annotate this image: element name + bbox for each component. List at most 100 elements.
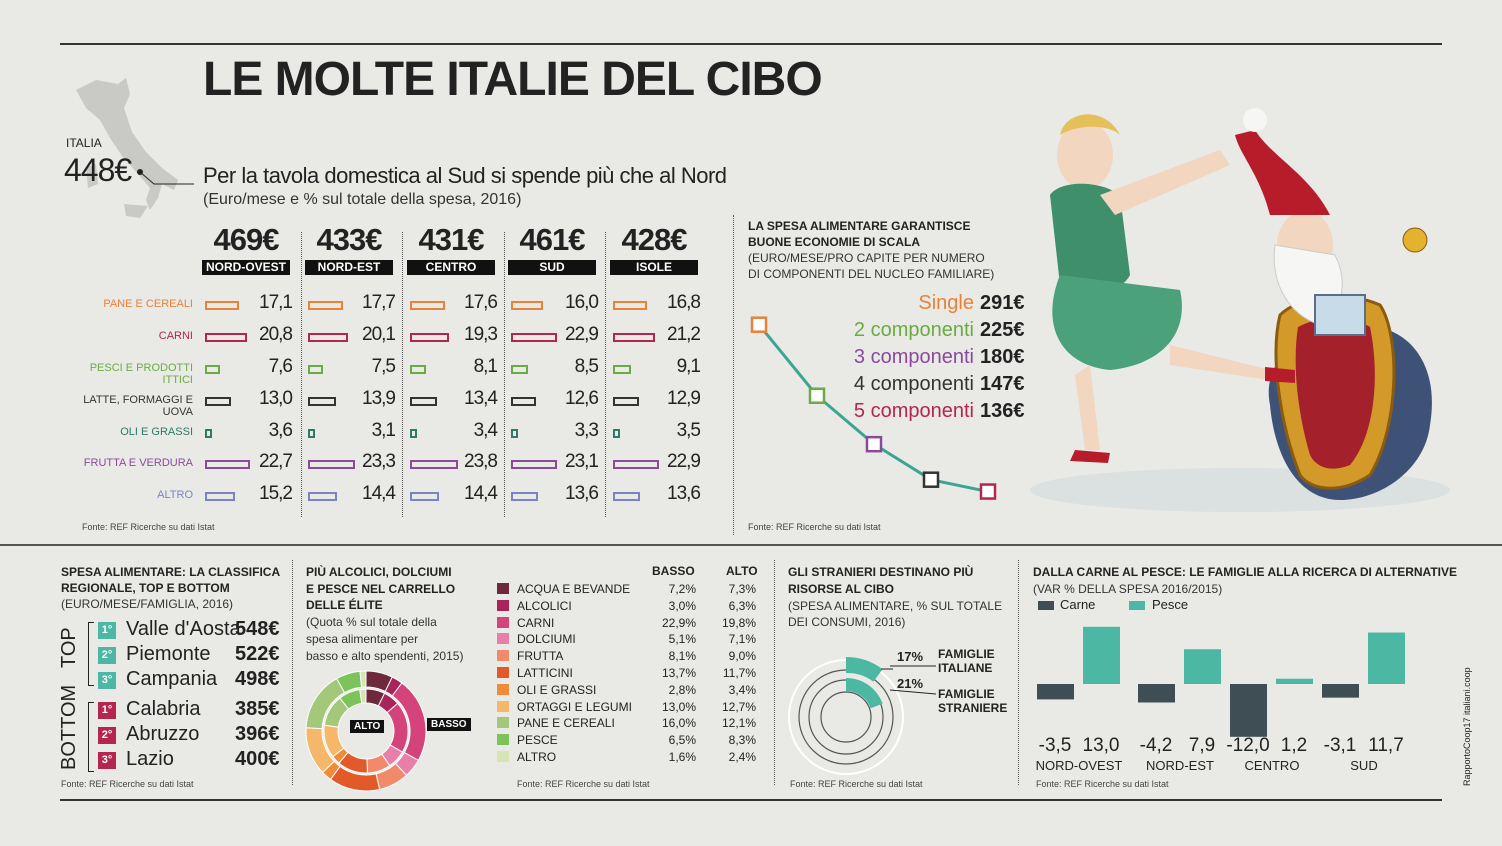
economies-source: Fonte: REF Ricerche su dati Istat [748, 522, 881, 532]
legend-swatch [497, 751, 509, 762]
elite-col-basso: BASSO [652, 564, 695, 578]
category-bar [613, 333, 656, 342]
category-value: 13,0 [259, 388, 293, 409]
economies-point [979, 483, 997, 500]
category-label: OLI E GRASSI [120, 426, 193, 438]
region-spend: 396€ [235, 723, 280, 745]
change-value: -3,1 [1324, 735, 1357, 756]
divider [402, 232, 403, 517]
category-bar [511, 429, 518, 438]
legend-swatch [497, 633, 509, 645]
area-label: NORD-OVEST [1036, 758, 1123, 772]
rank-badge: 2° [98, 647, 116, 664]
category-bar [410, 429, 417, 438]
category-value: 9,1 [676, 356, 701, 377]
legend-label: DOLCIUMI [517, 632, 576, 647]
middle-rule [0, 544, 1502, 546]
category-bar [308, 460, 355, 469]
category-value: 13,9 [362, 388, 396, 409]
category-value: 15,2 [259, 483, 293, 504]
basso-slice [359, 670, 367, 688]
category-value: 22,9 [565, 324, 599, 345]
economies-point [750, 316, 768, 333]
region-label: NORD-EST [305, 260, 393, 275]
elite-sub-1: (Quota % sul totale della [306, 615, 437, 629]
category-bar [511, 365, 528, 374]
region-label: ISOLE [610, 260, 698, 275]
legend-swatch [497, 700, 509, 712]
elite-sub-2: spesa alimentare per [306, 632, 419, 646]
category-value: 20,1 [362, 324, 396, 345]
divider [774, 560, 775, 785]
category-value: 23,8 [464, 451, 498, 472]
household-value: 180€ [980, 346, 1025, 368]
category-bar [511, 301, 543, 310]
category-value: 23,1 [565, 451, 599, 472]
category-bar [410, 365, 427, 374]
category-bar [205, 492, 236, 501]
legend-pesce: Pesce [1152, 597, 1189, 612]
divider [1018, 560, 1019, 785]
main-chart-source: Fonte: REF Ricerche su dati Istat [82, 522, 215, 532]
italiane-arc [846, 656, 883, 682]
change-value: 13,0 [1083, 735, 1120, 756]
basso-value: 7,2% [668, 582, 696, 596]
carne-pesce-title: DALLA CARNE AL PESCE: LE FAMIGLIE ALLA R… [1033, 565, 1457, 579]
main-chart-title: Per la tavola domestica al Sud si spende… [203, 163, 727, 188]
alto-value: 12,1% [721, 716, 756, 731]
household-label: 5 componenti [853, 400, 974, 422]
region-total: 469€ [213, 222, 280, 257]
divider [301, 232, 302, 517]
legend-swatch [497, 683, 509, 695]
divider [504, 232, 505, 517]
carne-pesce-sub: (VAR % DELLA SPESA 2016/2015) [1033, 582, 1223, 596]
alto-value: 2,4% [728, 750, 756, 764]
category-value: 17,7 [362, 292, 396, 313]
legend-label: ALTRO [517, 750, 557, 764]
divider [733, 215, 734, 535]
basso-value: 2,8% [668, 682, 696, 697]
area-label: SUD [1350, 758, 1377, 772]
elite-title-3: DELLE ÉLITE [306, 598, 383, 612]
category-bar [410, 460, 458, 469]
category-bar [613, 492, 641, 501]
category-value: 3,4 [473, 420, 498, 441]
household-value: 136€ [980, 400, 1025, 422]
alto-value: 12,7% [721, 699, 756, 714]
category-bar [613, 460, 659, 469]
region-total: 461€ [519, 222, 586, 257]
category-bar [308, 397, 336, 406]
italia-label: ITALIA [66, 136, 102, 150]
stranieri-source: Fonte: REF Ricerche su dati Istat [790, 779, 923, 789]
elite-source: Fonte: REF Ricerche su dati Istat [517, 779, 650, 789]
region-spend: 385€ [235, 698, 280, 720]
rank-badge: 3° [98, 672, 116, 689]
italiane-value: 17% [897, 649, 924, 664]
rank-badge: 3° [98, 752, 116, 769]
legend-swatch [497, 616, 509, 628]
basso-value: 3,0% [668, 598, 696, 613]
category-bar [613, 301, 647, 310]
region-label: SUD [508, 260, 596, 275]
category-label: CARNI [158, 330, 193, 342]
area-label: NORD-EST [1146, 758, 1214, 772]
main-chart-subtitle: (Euro/mese e % sul totale della spesa, 2… [203, 191, 522, 208]
carne-pesce-source: Fonte: REF Ricerche su dati Istat [1036, 779, 1169, 789]
category-value: 3,5 [676, 420, 701, 441]
category-value: 8,1 [473, 356, 498, 377]
category-value: 22,9 [667, 451, 701, 472]
carne-bar [1230, 684, 1267, 737]
straniere-arc [846, 678, 883, 709]
basso-tag: BASSO [427, 718, 471, 731]
category-bar [308, 301, 344, 310]
category-bar [613, 429, 620, 438]
category-bar [410, 492, 439, 501]
top-rule [60, 43, 1442, 45]
alto-tag: ALTO [350, 720, 385, 733]
legend-label: ALCOLICI [517, 598, 572, 613]
category-value: 12,9 [667, 388, 701, 409]
category-value: 8,5 [574, 356, 599, 377]
carne-bar [1037, 684, 1074, 700]
region-name: Piemonte [126, 643, 211, 665]
legend-swatch [497, 667, 509, 678]
